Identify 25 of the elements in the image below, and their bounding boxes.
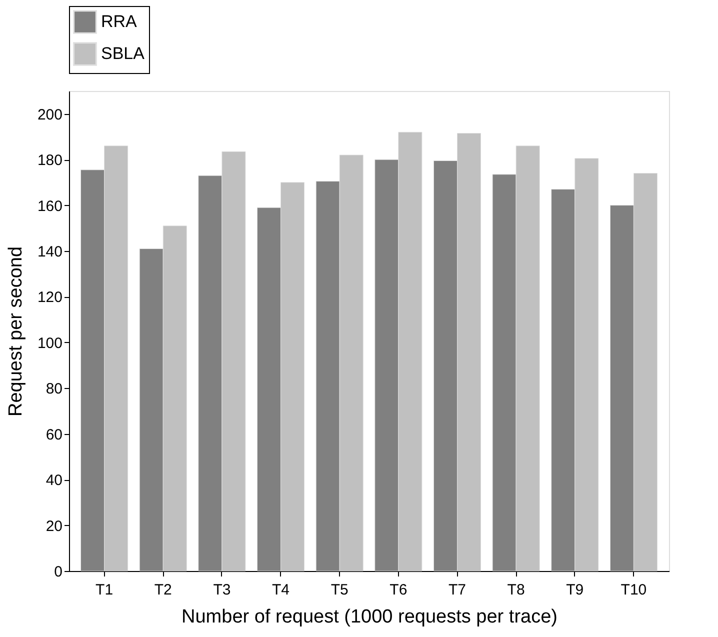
y-axis-title: Request per second (5, 246, 26, 417)
legend-label: SBLA (101, 44, 146, 63)
y-tick-label: 120 (37, 289, 62, 306)
x-tick-label: T5 (330, 582, 348, 598)
y-tick-label: 60 (46, 426, 62, 444)
x-tick-label: T8 (507, 582, 525, 598)
y-tick-label: 20 (46, 518, 62, 535)
x-tick-label: T10 (620, 582, 647, 598)
y-tick-label: 180 (37, 152, 62, 170)
x-tick-label: T7 (448, 582, 466, 598)
x-tick-label: T1 (96, 582, 114, 598)
x-tick-label: T2 (154, 582, 172, 598)
y-tick-label: 160 (37, 198, 62, 215)
x-tick-label: T6 (390, 582, 408, 598)
y-tick-label: 0 (54, 564, 62, 580)
y-tick-label: 80 (46, 380, 62, 398)
legend-label: RRA (101, 12, 138, 31)
y-tick-label: 140 (37, 244, 62, 260)
x-tick-label: T3 (213, 582, 231, 598)
x-axis-title: Number of request (1000 requests per trace) (182, 606, 558, 628)
x-tick-label: T9 (566, 582, 584, 598)
y-tick-label: 200 (37, 106, 62, 124)
y-tick-label: 100 (37, 334, 62, 352)
y-tick-label: 40 (46, 472, 62, 490)
x-tick-label: T4 (272, 582, 290, 598)
